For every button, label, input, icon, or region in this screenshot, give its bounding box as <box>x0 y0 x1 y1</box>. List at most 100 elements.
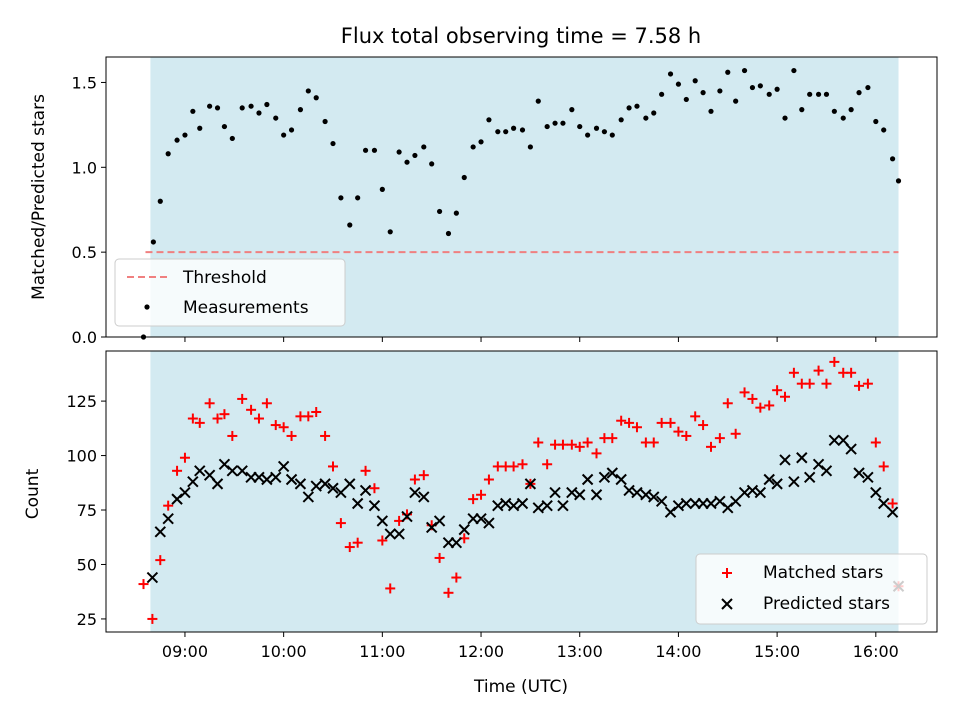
point <box>624 417 635 428</box>
point <box>754 486 767 499</box>
point <box>396 149 402 155</box>
point <box>236 465 248 477</box>
point <box>492 499 504 512</box>
point <box>313 95 319 101</box>
point <box>511 125 517 131</box>
point <box>155 555 166 566</box>
legend-measurements-label: Measurements <box>183 298 309 318</box>
point <box>385 583 396 594</box>
y-tick-label: 1.5 <box>72 73 97 92</box>
x-tick-label: 16:00 <box>853 642 899 661</box>
point <box>542 459 553 470</box>
point <box>503 129 509 135</box>
point <box>870 437 881 448</box>
point <box>675 81 682 87</box>
point <box>655 495 668 508</box>
point <box>746 484 759 497</box>
point <box>246 404 257 415</box>
point <box>182 132 188 138</box>
point <box>194 465 206 477</box>
point <box>771 478 783 490</box>
point <box>764 400 775 411</box>
point <box>237 393 248 404</box>
point <box>369 483 380 494</box>
point <box>590 489 603 501</box>
point <box>782 115 788 121</box>
point <box>690 411 701 422</box>
count-plot-frame <box>105 350 938 633</box>
point <box>606 467 619 479</box>
point <box>577 123 583 130</box>
point <box>190 108 196 114</box>
point <box>757 83 763 89</box>
point <box>273 115 279 121</box>
point <box>730 428 741 439</box>
x-tick-label: 13:00 <box>557 642 603 661</box>
point <box>226 465 239 477</box>
point <box>319 478 331 490</box>
point <box>470 144 476 150</box>
point <box>377 535 388 546</box>
point <box>229 135 235 142</box>
point <box>335 518 346 529</box>
point <box>763 473 775 486</box>
point <box>495 129 501 135</box>
count-panel: 09:00 10:00 11:00 12:00 13:00 14:00 15:00 16:00… <box>23 350 938 697</box>
point <box>766 91 772 97</box>
x-tick-label: 09:00 <box>162 642 208 661</box>
point <box>791 67 797 74</box>
point <box>788 475 800 488</box>
point <box>360 465 371 476</box>
point <box>286 430 297 441</box>
point <box>335 486 347 499</box>
legend-threshold-label: Threshold <box>182 268 267 288</box>
point <box>881 127 887 133</box>
point <box>387 229 393 235</box>
point <box>889 156 896 162</box>
point <box>717 88 723 94</box>
point <box>384 528 396 540</box>
point <box>138 579 149 590</box>
point <box>574 489 586 501</box>
point <box>475 513 487 525</box>
chart-title: Flux total observing time = 7.58 h <box>341 24 701 48</box>
point <box>147 613 158 624</box>
point <box>418 470 429 481</box>
point <box>451 572 462 583</box>
point <box>615 473 627 486</box>
point <box>848 107 854 113</box>
y-tick-label: 75 <box>77 501 97 520</box>
point <box>648 437 659 448</box>
point <box>146 571 159 584</box>
point <box>261 473 273 486</box>
point <box>294 478 307 490</box>
point <box>179 486 191 499</box>
point <box>779 454 791 466</box>
point <box>739 387 750 398</box>
point <box>368 499 381 512</box>
point <box>163 500 174 511</box>
point <box>807 91 813 97</box>
point <box>212 413 223 424</box>
point <box>248 103 254 109</box>
point <box>887 498 898 509</box>
point <box>582 437 593 448</box>
point <box>569 107 575 113</box>
point <box>631 486 643 499</box>
point <box>468 494 479 505</box>
point <box>854 380 865 391</box>
point <box>533 437 544 448</box>
point <box>747 393 758 404</box>
point <box>285 473 298 486</box>
point <box>310 480 322 492</box>
point <box>823 91 830 97</box>
y-tick-label: 100 <box>66 447 97 466</box>
point <box>517 459 528 470</box>
point <box>634 103 640 109</box>
point <box>878 461 889 472</box>
ratio-axis-ticks: 0.0 0.5 1.0 1.5 <box>72 73 877 347</box>
point <box>566 439 577 450</box>
point <box>409 474 420 485</box>
point <box>150 239 156 245</box>
point <box>344 542 355 553</box>
